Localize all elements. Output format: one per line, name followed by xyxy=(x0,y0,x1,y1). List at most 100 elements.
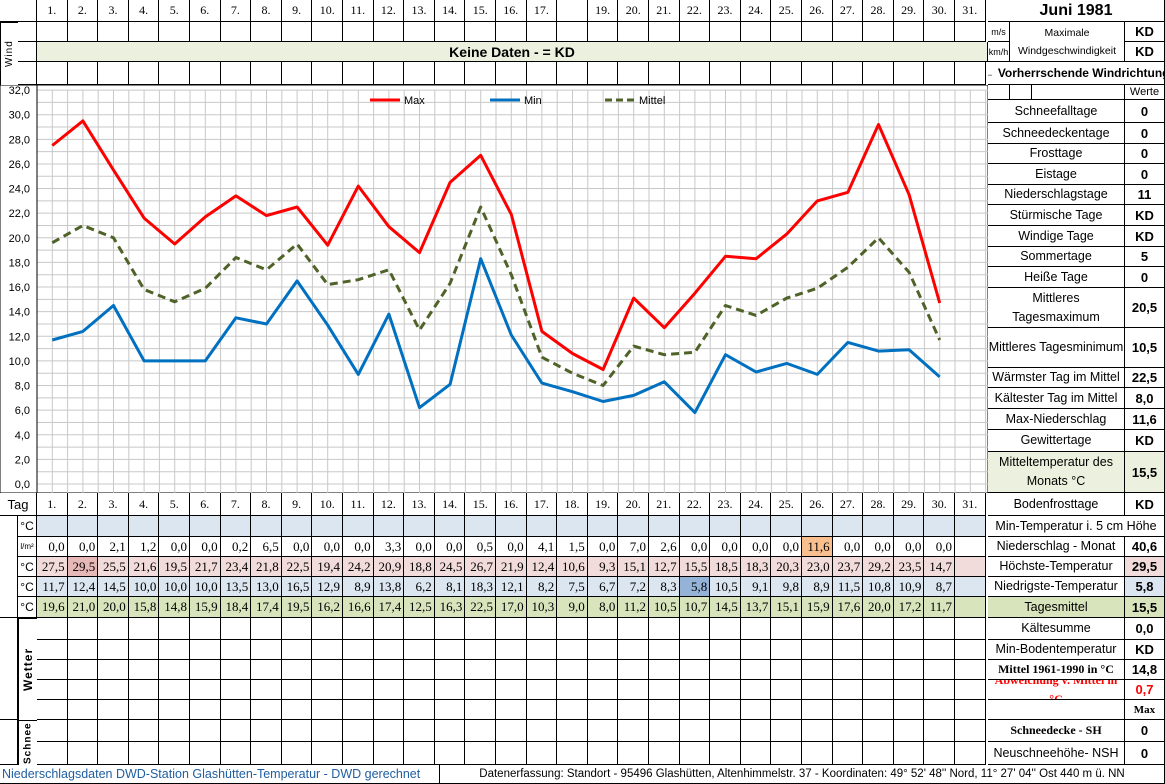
weather-cell[interactable] xyxy=(404,680,435,700)
snow-cell[interactable] xyxy=(37,742,68,765)
snow-cell[interactable] xyxy=(710,720,741,742)
weather-cell[interactable] xyxy=(863,680,894,700)
weather-cell[interactable] xyxy=(924,680,955,700)
snow-cell[interactable] xyxy=(526,742,558,765)
snow-cell[interactable] xyxy=(465,742,496,765)
weather-cell[interactable] xyxy=(251,640,282,660)
snow-cell[interactable] xyxy=(924,742,955,765)
snow-cell[interactable] xyxy=(893,720,925,742)
weather-cell[interactable] xyxy=(251,680,282,700)
snow-cell[interactable] xyxy=(557,720,588,742)
weather-cell[interactable] xyxy=(557,680,588,700)
weather-cell[interactable] xyxy=(434,660,466,680)
weather-cell[interactable] xyxy=(802,618,833,640)
weather-cell[interactable] xyxy=(98,640,129,660)
weather-cell[interactable] xyxy=(251,660,282,680)
weather-cell[interactable] xyxy=(771,680,802,700)
weather-cell[interactable] xyxy=(159,618,190,640)
snow-cell[interactable] xyxy=(496,742,527,765)
weather-cell[interactable] xyxy=(465,660,496,680)
weather-cell[interactable] xyxy=(465,700,496,720)
weather-cell[interactable] xyxy=(832,618,864,640)
weather-cell[interactable] xyxy=(343,618,374,640)
snow-cell[interactable] xyxy=(251,720,282,742)
weather-cell[interactable] xyxy=(98,700,129,720)
weather-cell[interactable] xyxy=(893,700,925,720)
weather-cell[interactable] xyxy=(710,700,741,720)
weather-cell[interactable] xyxy=(618,640,649,660)
weather-cell[interactable] xyxy=(893,680,925,700)
weather-cell[interactable] xyxy=(281,680,313,700)
weather-cell[interactable] xyxy=(128,680,160,700)
weather-cell[interactable] xyxy=(128,640,160,660)
snow-cell[interactable] xyxy=(679,742,711,765)
weather-cell[interactable] xyxy=(373,640,405,660)
snow-cell[interactable] xyxy=(98,742,129,765)
weather-cell[interactable] xyxy=(67,700,99,720)
snow-cell[interactable] xyxy=(465,720,496,742)
weather-cell[interactable] xyxy=(863,700,894,720)
weather-cell[interactable] xyxy=(955,700,986,720)
weather-cell[interactable] xyxy=(98,660,129,680)
weather-cell[interactable] xyxy=(832,660,864,680)
weather-cell[interactable] xyxy=(312,700,343,720)
weather-cell[interactable] xyxy=(190,618,221,640)
weather-cell[interactable] xyxy=(312,640,343,660)
weather-cell[interactable] xyxy=(832,700,864,720)
weather-cell[interactable] xyxy=(710,640,741,660)
snow-cell[interactable] xyxy=(649,720,680,742)
weather-cell[interactable] xyxy=(526,618,558,640)
weather-cell[interactable] xyxy=(710,660,741,680)
snow-cell[interactable] xyxy=(343,742,374,765)
weather-cell[interactable] xyxy=(128,700,160,720)
weather-cell[interactable] xyxy=(587,618,619,640)
weather-cell[interactable] xyxy=(281,660,313,680)
weather-cell[interactable] xyxy=(159,680,190,700)
weather-cell[interactable] xyxy=(496,680,527,700)
snow-cell[interactable] xyxy=(863,720,894,742)
weather-cell[interactable] xyxy=(832,640,864,660)
weather-cell[interactable] xyxy=(281,640,313,660)
snow-cell[interactable] xyxy=(281,720,313,742)
weather-cell[interactable] xyxy=(893,618,925,640)
weather-cell[interactable] xyxy=(955,660,986,680)
weather-cell[interactable] xyxy=(557,640,588,660)
weather-cell[interactable] xyxy=(863,660,894,680)
weather-cell[interactable] xyxy=(557,618,588,640)
weather-cell[interactable] xyxy=(526,640,558,660)
weather-cell[interactable] xyxy=(924,660,955,680)
weather-cell[interactable] xyxy=(159,700,190,720)
weather-cell[interactable] xyxy=(740,700,772,720)
weather-cell[interactable] xyxy=(618,660,649,680)
weather-cell[interactable] xyxy=(832,680,864,700)
weather-cell[interactable] xyxy=(924,700,955,720)
snow-cell[interactable] xyxy=(128,720,160,742)
snow-cell[interactable] xyxy=(557,742,588,765)
weather-cell[interactable] xyxy=(802,640,833,660)
weather-cell[interactable] xyxy=(343,640,374,660)
weather-cell[interactable] xyxy=(557,660,588,680)
weather-cell[interactable] xyxy=(98,618,129,640)
snow-cell[interactable] xyxy=(312,742,343,765)
weather-cell[interactable] xyxy=(434,700,466,720)
snow-cell[interactable] xyxy=(802,742,833,765)
weather-cell[interactable] xyxy=(37,660,68,680)
weather-cell[interactable] xyxy=(37,640,68,660)
weather-cell[interactable] xyxy=(67,680,99,700)
weather-cell[interactable] xyxy=(679,700,711,720)
weather-cell[interactable] xyxy=(343,680,374,700)
weather-cell[interactable] xyxy=(128,660,160,680)
weather-cell[interactable] xyxy=(526,680,558,700)
snow-cell[interactable] xyxy=(740,720,772,742)
snow-cell[interactable] xyxy=(526,720,558,742)
weather-cell[interactable] xyxy=(802,680,833,700)
weather-cell[interactable] xyxy=(649,680,680,700)
weather-cell[interactable] xyxy=(557,700,588,720)
weather-cell[interactable] xyxy=(710,680,741,700)
weather-cell[interactable] xyxy=(649,700,680,720)
snow-cell[interactable] xyxy=(312,720,343,742)
weather-cell[interactable] xyxy=(526,660,558,680)
weather-cell[interactable] xyxy=(404,660,435,680)
snow-cell[interactable] xyxy=(404,720,435,742)
snow-cell[interactable] xyxy=(771,720,802,742)
